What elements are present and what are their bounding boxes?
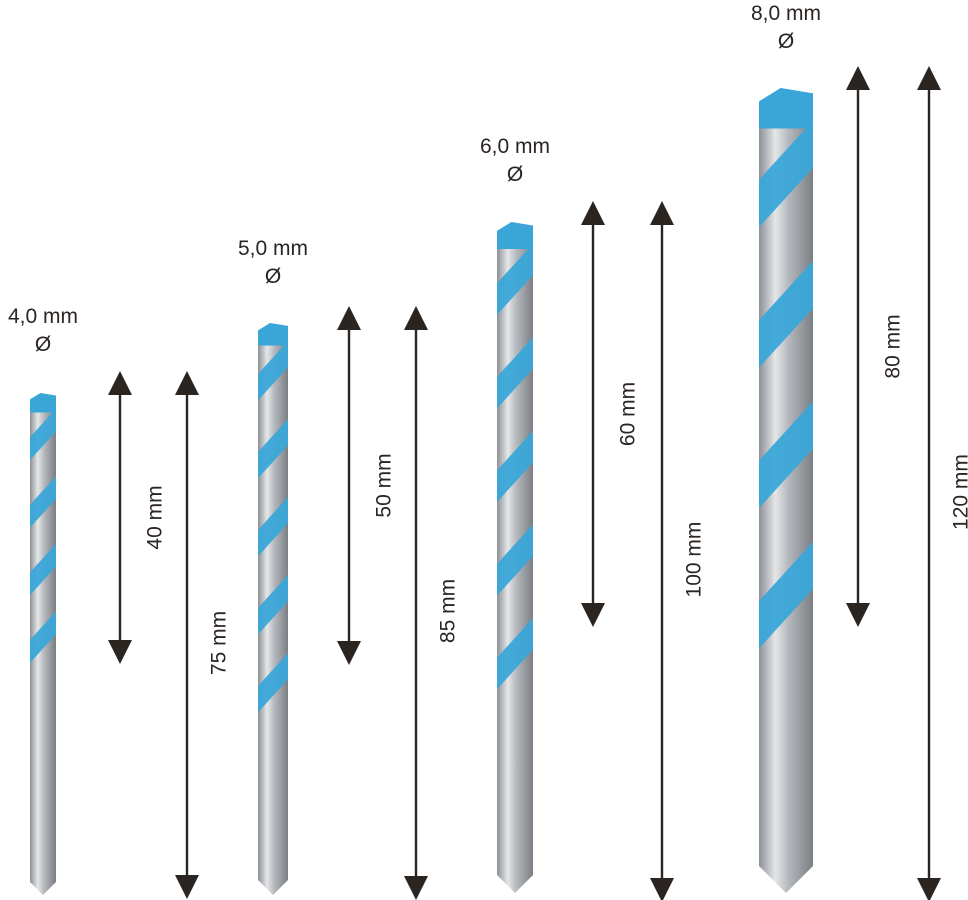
drill-bit [759, 88, 813, 893]
spiral-flute [258, 341, 288, 401]
total-length-label: 100 mm [683, 522, 706, 598]
working-length-label: 80 mm [882, 314, 905, 378]
spiral-flute [30, 611, 56, 663]
spiral-flute [759, 260, 813, 368]
total-length-label: 120 mm [950, 454, 968, 530]
spiral-flute [759, 541, 813, 649]
spiral-flute [30, 408, 56, 461]
working-length-label: 50 mm [373, 453, 396, 517]
diameter-symbol: Ø [35, 333, 51, 356]
diameter-label: 5,0 mm [238, 237, 308, 260]
spiral-flute [759, 401, 813, 509]
working-length-label: 40 mm [144, 485, 167, 549]
spiral-flute [258, 575, 288, 635]
carbide-tip [497, 222, 533, 249]
drill-bit-group: 5,0 mm Ø 50 mm 85 mm [238, 237, 460, 900]
spiral-flute [759, 120, 813, 228]
diameter-symbol: Ø [265, 265, 281, 288]
drill-bit [30, 393, 56, 895]
drill-bit-group: 8,0 mm Ø 80 mm 120 mm [751, 2, 968, 900]
spiral-flute [497, 243, 533, 315]
spiral-flute [497, 430, 533, 503]
diameter-symbol: Ø [778, 30, 794, 53]
working-length-label: 60 mm [617, 382, 640, 446]
spiral-flute [258, 419, 288, 479]
spiral-flute [497, 524, 533, 596]
spiral-flute [258, 497, 288, 557]
diameter-label: 8,0 mm [751, 2, 821, 25]
diameter-symbol: Ø [507, 163, 523, 186]
drill-bit [497, 222, 533, 893]
carbide-tip [30, 393, 56, 413]
spiral-flute [30, 543, 56, 596]
carbide-tip [258, 323, 288, 346]
drill-bit-group: 4,0 mm Ø 40 mm 75 mm [8, 305, 231, 899]
spiral-flute [258, 653, 288, 713]
diameter-label: 4,0 mm [8, 305, 78, 328]
diameter-label: 6,0 mm [480, 135, 550, 158]
drill-bit [258, 323, 288, 895]
total-length-label: 75 mm [208, 611, 231, 675]
carbide-tip [759, 88, 813, 129]
spiral-flute [497, 618, 533, 690]
drill-bit-group: 6,0 mm Ø 60 mm 100 mm [480, 135, 706, 900]
spiral-flute [497, 337, 533, 409]
spiral-flute [30, 476, 56, 528]
total-length-label: 85 mm [437, 579, 460, 643]
